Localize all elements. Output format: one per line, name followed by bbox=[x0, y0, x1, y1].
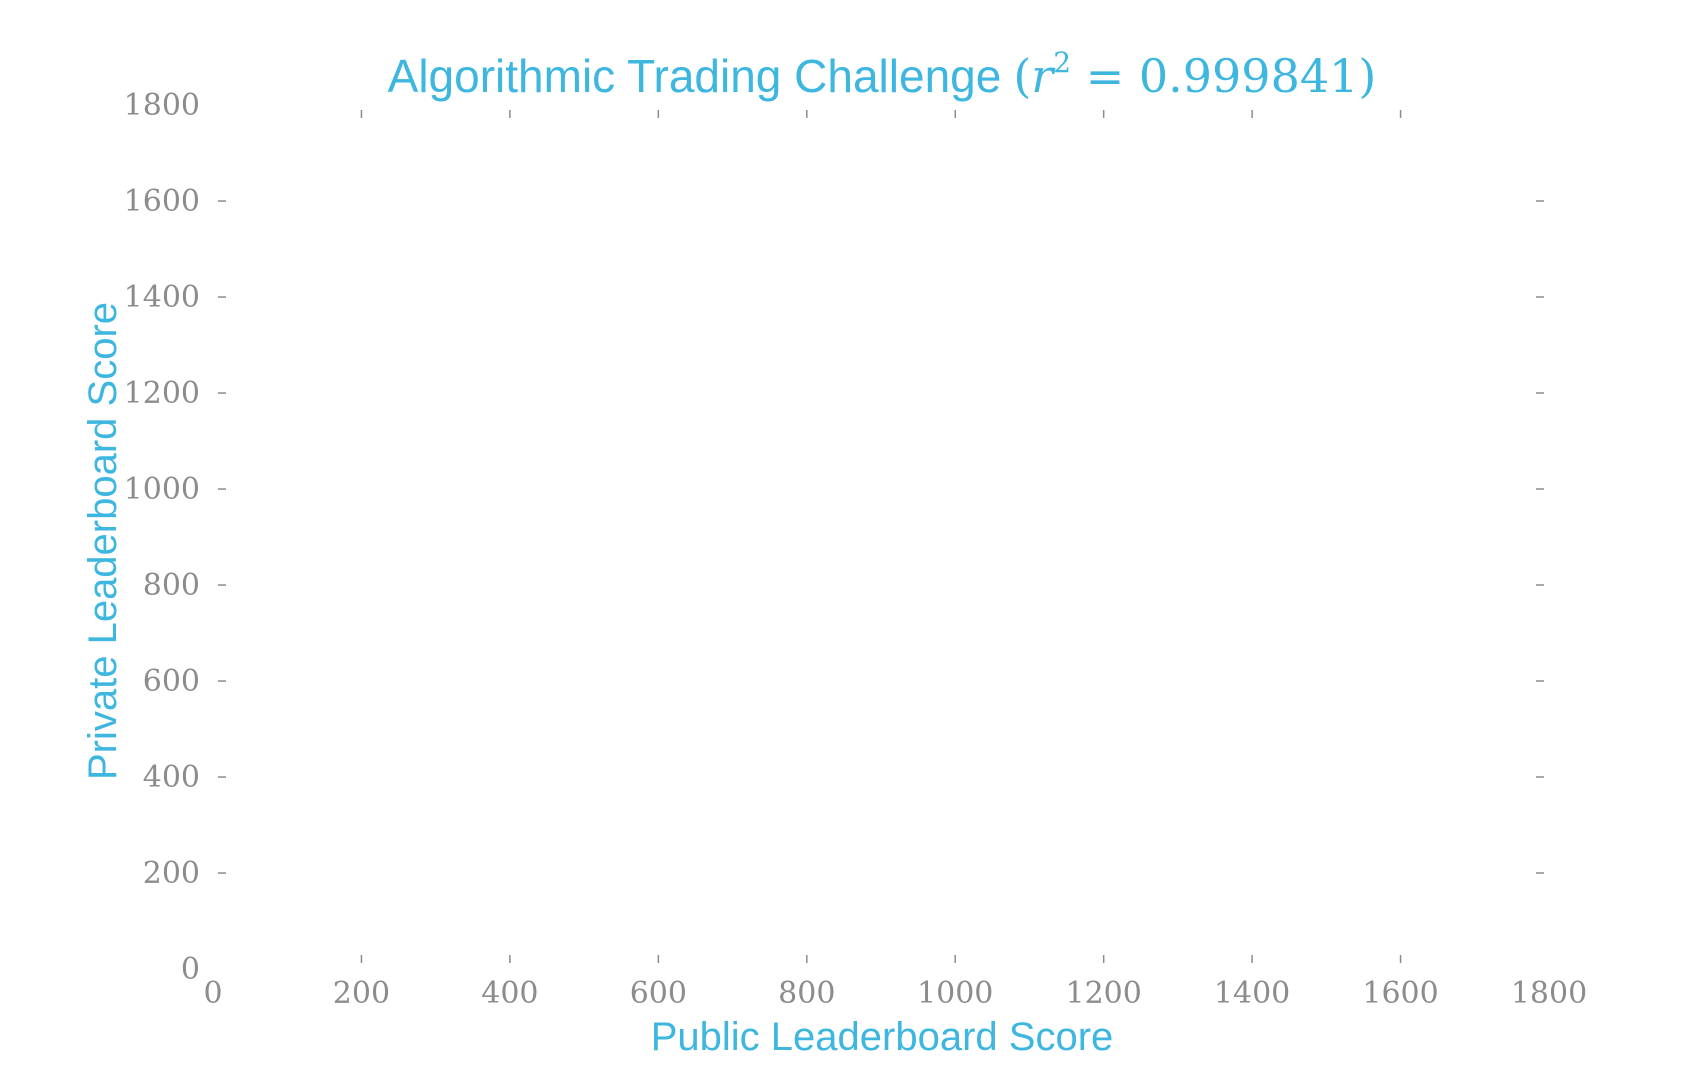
x-tick-label: 800 bbox=[778, 976, 835, 1011]
x-axis-title: Public Leaderboard Score bbox=[651, 1015, 1114, 1059]
y-tick-label: 1600 bbox=[124, 184, 200, 219]
x-tick-label: 1200 bbox=[1065, 976, 1141, 1011]
x-tick-label: 200 bbox=[333, 976, 390, 1011]
x-tick-label: 1800 bbox=[1511, 976, 1587, 1011]
y-tick-label: 1400 bbox=[124, 280, 200, 315]
x-tick-label: 400 bbox=[481, 976, 538, 1011]
y-tick-label: 1200 bbox=[124, 376, 200, 411]
y-axis-ticks: 0 200 400 600 800 1000 1200 1400 1600 1800 bbox=[124, 88, 1544, 987]
x-tick-label: 1600 bbox=[1362, 976, 1438, 1011]
x-tick-label: 1000 bbox=[917, 976, 993, 1011]
x-axis-ticks: 0 200 400 600 800 1000 1200 1400 1600 1800 bbox=[203, 110, 1587, 1011]
x-tick-label: 600 bbox=[630, 976, 687, 1011]
y-tick-label: 0 bbox=[181, 952, 200, 987]
chart-title-text: Algorithmic Trading Challenge bbox=[388, 50, 1002, 102]
chart-title: Algorithmic Trading Challenge (r2 = 0.999… bbox=[388, 46, 1377, 103]
y-axis-title: Private Leaderboard Score bbox=[81, 302, 125, 780]
chart-title-math-close: ) bbox=[1358, 49, 1376, 103]
chart-title-math-open: ( bbox=[1013, 49, 1031, 103]
chart-title-math-exp: 2 bbox=[1053, 46, 1071, 79]
y-tick-label: 800 bbox=[143, 568, 200, 603]
y-tick-label: 1800 bbox=[124, 88, 200, 123]
x-tick-label: 1400 bbox=[1214, 976, 1290, 1011]
y-tick-label: 200 bbox=[143, 856, 200, 891]
x-tick-label: 0 bbox=[203, 976, 222, 1011]
chart-title-math-var: r bbox=[1031, 49, 1056, 103]
y-tick-label: 600 bbox=[143, 664, 200, 699]
y-tick-label: 400 bbox=[143, 760, 200, 795]
y-tick-label: 1000 bbox=[124, 472, 200, 507]
chart-title-math-eq: = 0.999841 bbox=[1071, 49, 1358, 103]
